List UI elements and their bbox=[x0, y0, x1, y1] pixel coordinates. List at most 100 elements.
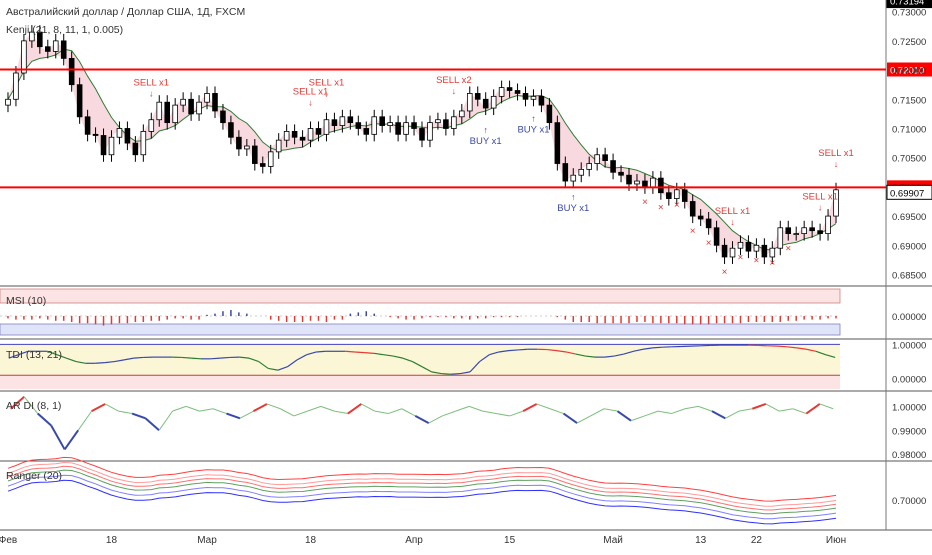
ardi-line-segment bbox=[146, 418, 159, 430]
candle-body bbox=[794, 234, 799, 235]
ardi-line-segment bbox=[294, 411, 307, 416]
tdi-line-segment bbox=[220, 357, 230, 358]
signal-buy-arrow: ↑ bbox=[531, 113, 536, 123]
candle-body bbox=[268, 152, 273, 167]
candle-body bbox=[643, 181, 648, 187]
ardi-line-segment bbox=[577, 416, 590, 423]
candle-body bbox=[658, 178, 663, 193]
sell-cross-marker: × bbox=[706, 238, 712, 249]
ardi-line-segment bbox=[267, 404, 280, 409]
candle-body bbox=[149, 120, 154, 132]
tdi-line-segment bbox=[191, 358, 201, 359]
ardi-line-segment bbox=[510, 411, 523, 416]
candle-body bbox=[531, 96, 536, 99]
signal-buy-arrow: ↑ bbox=[571, 192, 576, 202]
ardi-line-segment bbox=[483, 411, 496, 413]
candle-body bbox=[324, 120, 329, 135]
candle-body bbox=[467, 93, 472, 111]
candle-body bbox=[754, 245, 759, 251]
candle-body bbox=[738, 242, 743, 248]
msi-lower-band bbox=[0, 324, 840, 335]
x-tick-label: 13 bbox=[695, 535, 707, 546]
candle-body bbox=[364, 128, 369, 134]
candle-body bbox=[786, 228, 791, 234]
candle-body bbox=[523, 93, 528, 99]
candle-body bbox=[475, 93, 480, 99]
candle-body bbox=[69, 58, 74, 84]
ardi-line-segment bbox=[132, 414, 145, 419]
ardi-line-segment bbox=[806, 404, 819, 414]
main-y-tick-label: 0.71000 bbox=[892, 124, 926, 135]
ardi-line-segment bbox=[38, 414, 51, 426]
sell-cross-marker: × bbox=[642, 197, 648, 208]
ardi-line-segment bbox=[253, 404, 266, 411]
candle-body bbox=[826, 216, 831, 234]
ardi-line-segment bbox=[766, 404, 779, 411]
tdi-line-segment bbox=[508, 350, 518, 351]
ardi-line-segment bbox=[739, 409, 752, 411]
ardi-line-segment bbox=[537, 404, 550, 409]
candle-body bbox=[22, 41, 27, 73]
ardi-line-segment bbox=[429, 416, 442, 423]
candle-body bbox=[603, 155, 608, 161]
signal-sell-label: SELL x1 bbox=[134, 78, 170, 89]
x-tick-label: 15 bbox=[504, 535, 516, 546]
ardi-line-segment bbox=[200, 409, 213, 411]
ardi-line-segment bbox=[402, 409, 415, 416]
main-chart-title: Австралийский доллар / Доллар США, 1Д, F… bbox=[6, 6, 245, 18]
candle-body bbox=[205, 93, 210, 102]
candle-body bbox=[690, 201, 695, 216]
candle-body bbox=[300, 137, 305, 140]
candle-body bbox=[428, 123, 433, 141]
tdi-line-segment bbox=[451, 374, 461, 375]
x-tick-label: 18 bbox=[106, 535, 118, 546]
candle-body bbox=[117, 128, 122, 137]
candle-body bbox=[396, 123, 401, 135]
candle-body bbox=[802, 228, 807, 234]
ardi-line-segment bbox=[173, 406, 186, 411]
signal-sell-label: SELL x1 bbox=[802, 192, 838, 203]
sell-cross-marker: × bbox=[722, 267, 728, 278]
candle-body bbox=[483, 99, 488, 108]
candle-body bbox=[651, 178, 656, 187]
ardi-line-segment bbox=[334, 411, 347, 413]
tdi-line-segment bbox=[778, 346, 788, 347]
price-tag-label: 0.69907 bbox=[890, 188, 924, 199]
ardi-line-segment bbox=[793, 409, 806, 414]
ardi-line-segment bbox=[78, 411, 91, 430]
candle-body bbox=[499, 88, 504, 97]
tdi-line-segment bbox=[518, 349, 528, 350]
ardi-line-segment bbox=[186, 406, 199, 411]
candle-body bbox=[459, 111, 464, 117]
candle-body bbox=[244, 146, 249, 149]
ranger-line bbox=[8, 466, 836, 510]
ardi-line-segment bbox=[388, 409, 401, 414]
candle-body bbox=[77, 85, 82, 117]
main-y-tick-label: 0.70500 bbox=[892, 154, 926, 165]
ardi-line-segment bbox=[51, 426, 64, 450]
candle-body bbox=[611, 161, 616, 173]
signal-buy-arrow: ↑ bbox=[483, 125, 488, 135]
ardi-line-segment bbox=[159, 411, 172, 430]
main-y-tick-label: 0.69500 bbox=[892, 212, 926, 223]
tdi-line-segment bbox=[316, 351, 326, 352]
ardi-line-segment bbox=[752, 404, 765, 409]
x-tick-label: Май bbox=[603, 535, 623, 546]
ardi-line-segment bbox=[375, 411, 388, 413]
signal-sell-arrow: ↓ bbox=[818, 203, 823, 213]
candle-body bbox=[682, 190, 687, 202]
ardi-line-segment bbox=[631, 416, 644, 421]
candle-body bbox=[260, 164, 265, 167]
ardi-line-segment bbox=[604, 409, 617, 411]
ranger-y-tick-label: 0.70000 bbox=[892, 496, 926, 507]
ardi-line-segment bbox=[65, 430, 78, 449]
ardi-line-segment bbox=[820, 404, 833, 409]
candle-body bbox=[722, 245, 727, 257]
candle-body bbox=[635, 181, 640, 184]
candle-body bbox=[45, 47, 50, 52]
sell-cross-marker: × bbox=[769, 258, 775, 269]
candle-body bbox=[698, 216, 703, 219]
ardi-line-segment bbox=[523, 404, 536, 411]
